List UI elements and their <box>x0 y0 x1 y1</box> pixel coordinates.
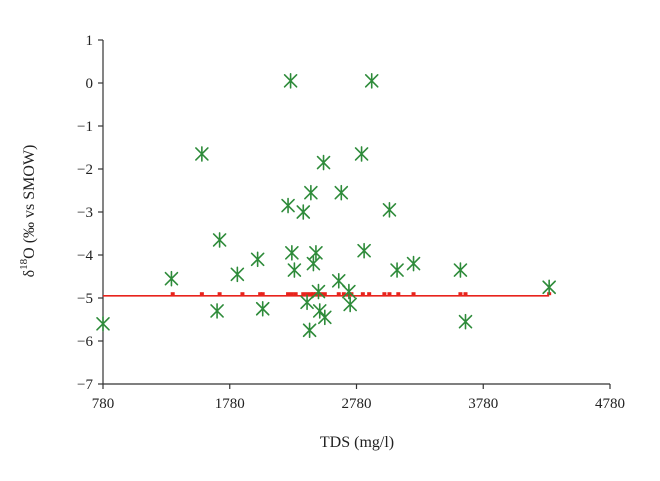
x-tick-label: 4780 <box>595 396 625 412</box>
asterisk-point <box>354 146 369 162</box>
y-tick-label: −4 <box>77 248 93 264</box>
asterisk-point <box>406 255 421 272</box>
dash-point <box>293 292 298 296</box>
asterisk-point <box>164 270 179 287</box>
x-tick-label: 1780 <box>215 396 245 412</box>
asterisk-point <box>255 300 270 317</box>
dash-point <box>341 292 346 296</box>
asterisk-point <box>296 204 311 220</box>
dash-point <box>170 292 175 296</box>
asterisk-point <box>195 146 209 162</box>
asterisk-point <box>306 255 321 272</box>
asterisk-point <box>342 283 356 300</box>
dash-point <box>301 292 306 296</box>
y-tick-label: −6 <box>77 334 93 350</box>
dash-series <box>170 292 552 296</box>
y-tick-label: 0 <box>86 76 94 92</box>
dash-point <box>199 292 204 296</box>
asterisk-point <box>364 73 379 89</box>
asterisk-point <box>212 232 227 248</box>
dash-point <box>360 292 365 296</box>
asterisk-point <box>316 154 331 171</box>
x-tick-label: 2780 <box>342 396 372 412</box>
asterisk-point <box>302 322 317 339</box>
asterisk-point <box>287 262 302 278</box>
asterisk-point <box>283 73 298 89</box>
dash-point <box>217 292 222 296</box>
y-tick-label: −5 <box>77 291 93 307</box>
y-tick-label: −1 <box>77 119 93 135</box>
asterisk-point <box>96 316 110 332</box>
dash-point <box>311 292 316 296</box>
asterisk-point <box>250 251 265 268</box>
asterisk-point <box>304 184 318 201</box>
asterisk-point <box>390 262 404 278</box>
asterisk-point <box>300 294 314 311</box>
asterisk-point <box>210 303 224 319</box>
asterisk-point <box>458 313 473 330</box>
x-axis: 780 1780 2780 3780 4780 <box>92 383 625 412</box>
dash-point <box>411 292 416 296</box>
dash-point <box>387 292 392 296</box>
x-axis-title: TDS (mg/l) <box>320 434 394 451</box>
asterisk-point <box>312 303 327 319</box>
dash-point <box>458 292 463 296</box>
dash-point <box>286 292 291 296</box>
x-ticks: 780 1780 2780 3780 4780 <box>92 384 625 412</box>
dash-point <box>382 292 387 296</box>
x-tick-label: 3780 <box>468 396 498 412</box>
y-axis: 1 0 −1 −2 −3 −4 −5 −6 −7 <box>77 33 104 393</box>
dash-point <box>240 292 245 296</box>
dash-point <box>367 292 372 296</box>
asterisk-point <box>357 242 371 259</box>
y-ticks: 1 0 −1 −2 −3 −4 −5 −6 −7 <box>77 33 103 393</box>
y-tick-label: −2 <box>77 162 93 178</box>
dash-point <box>336 292 341 296</box>
y-tick-label: −3 <box>77 205 93 221</box>
dash-point <box>258 292 263 296</box>
dash-point <box>289 292 294 296</box>
y-tick-label: −7 <box>77 377 93 393</box>
dash-point <box>308 292 313 296</box>
dash-point <box>322 292 327 296</box>
asterisk-point <box>542 279 556 296</box>
asterisk-point <box>382 202 397 218</box>
dash-point <box>396 292 401 296</box>
dash-point <box>463 292 468 296</box>
asterisk-point <box>343 296 357 313</box>
asterisk-point <box>285 245 299 261</box>
dash-point <box>260 292 265 296</box>
asterisk-point <box>230 266 245 283</box>
asterisk-point <box>281 197 295 214</box>
asterisk-point <box>334 184 349 201</box>
asterisk-point <box>311 283 326 300</box>
y-axis-title-prefix: δ <box>21 270 38 278</box>
asterisk-point <box>309 245 323 261</box>
x-tick-label: 780 <box>92 396 115 412</box>
dash-point <box>305 292 310 296</box>
y-axis-title-superscript: 18 <box>18 258 30 270</box>
y-axis-title-suffix: O (‰ vs SMOW) <box>21 145 38 259</box>
asterisk-series <box>96 73 556 339</box>
asterisk-point <box>453 262 468 278</box>
y-axis-title: δ18O (‰ vs SMOW) <box>18 145 38 278</box>
asterisk-point <box>318 309 332 326</box>
y-tick-label: 1 <box>86 33 94 49</box>
